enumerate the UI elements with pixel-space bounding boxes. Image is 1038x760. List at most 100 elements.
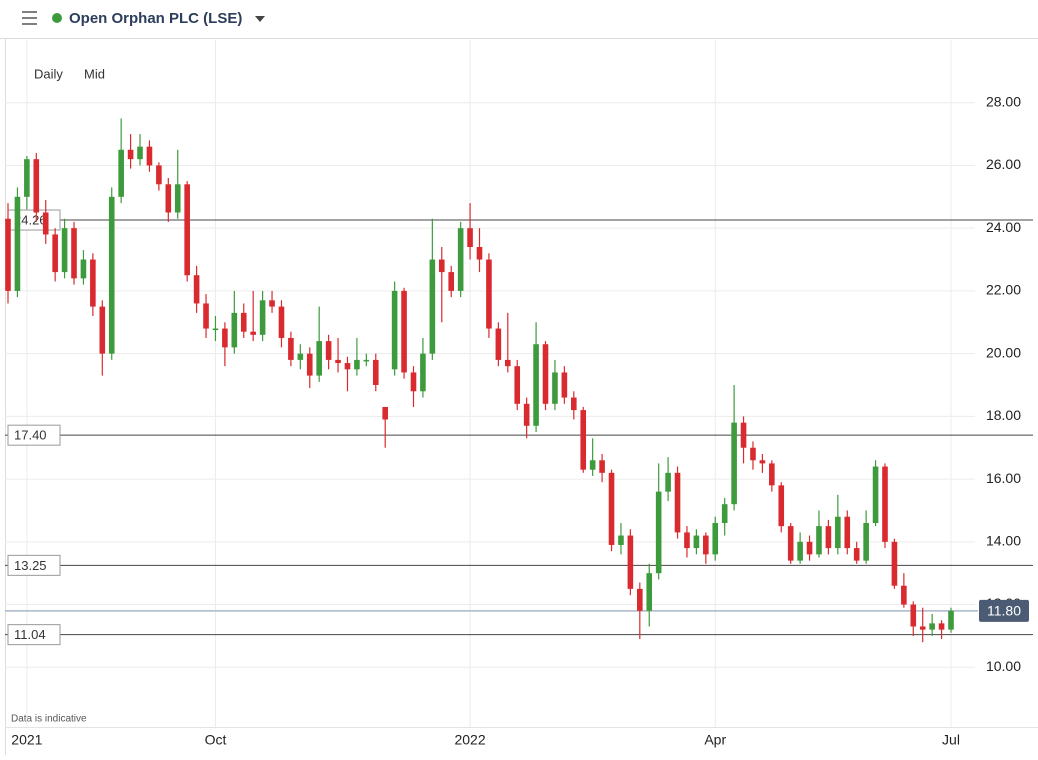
- candle-body: [212, 328, 219, 331]
- candle-body: [325, 341, 332, 360]
- candle-body: [655, 491, 662, 574]
- candle-body: [306, 353, 313, 376]
- candle-body: [438, 259, 445, 273]
- candle-body: [901, 585, 907, 605]
- candle-body: [769, 463, 775, 486]
- candle-body: [231, 312, 238, 348]
- level-label-box: [7, 624, 61, 646]
- menu-icon[interactable]: [22, 11, 37, 25]
- y-tick-label: 22.00: [986, 282, 1021, 298]
- candle-body: [740, 422, 747, 448]
- candle-body: [787, 526, 794, 561]
- candle-body: [250, 331, 256, 335]
- candle-body: [269, 300, 275, 307]
- candle-body: [5, 218, 11, 291]
- candle-body: [401, 290, 407, 373]
- candle-body: [882, 466, 888, 542]
- candle-body: [14, 196, 21, 291]
- candle-body: [222, 328, 228, 348]
- candle-body: [684, 532, 690, 549]
- last-price-label: 11.80: [987, 603, 1021, 619]
- candle-body: [137, 146, 143, 160]
- level-label: 24.26: [14, 212, 47, 227]
- candle-body: [118, 149, 124, 197]
- candle-body: [240, 312, 247, 332]
- candle-body: [363, 359, 370, 362]
- candle-body: [71, 228, 77, 279]
- candle-body: [80, 259, 87, 279]
- candle-body: [571, 397, 577, 411]
- grid: [5, 40, 975, 727]
- candle-body: [872, 466, 879, 523]
- candle-body: [391, 290, 398, 370]
- candle-body: [552, 372, 558, 404]
- candle-body: [919, 626, 926, 630]
- candle-body: [703, 535, 709, 555]
- candle-body: [731, 422, 737, 505]
- candle-body: [52, 234, 58, 273]
- instrument-title[interactable]: Open Orphan PLC (LSE): [69, 10, 242, 27]
- dropdown-arrow[interactable]: [255, 16, 265, 22]
- candle-body: [608, 472, 615, 545]
- candle-body: [580, 410, 587, 470]
- candle-body: [344, 363, 351, 370]
- candle-body: [90, 259, 96, 307]
- candle-body: [278, 306, 285, 338]
- price-type[interactable]: Mid: [84, 66, 105, 81]
- candle-body: [420, 353, 426, 392]
- candle-body: [467, 228, 473, 247]
- last-price-box: [979, 599, 1029, 622]
- candle-body: [542, 344, 549, 404]
- candle-body: [448, 272, 455, 291]
- x-tick-label: Jul: [942, 732, 960, 748]
- candle-body: [891, 541, 898, 586]
- candle-body: [354, 359, 360, 370]
- candle-body: [938, 623, 945, 630]
- x-tick-label: 2021: [11, 732, 42, 748]
- y-tick-label: 18.00: [986, 407, 1021, 423]
- candle-body: [429, 259, 436, 354]
- candle-body: [844, 516, 851, 549]
- level-label: 11.04: [14, 627, 46, 642]
- candle-body: [165, 184, 172, 213]
- candle-body: [721, 504, 728, 523]
- candle-body: [589, 460, 596, 470]
- candle-body: [174, 184, 181, 213]
- level-label-box: [7, 554, 61, 576]
- candle-body: [712, 523, 719, 555]
- candle-body: [910, 604, 917, 627]
- candle-body: [627, 535, 634, 589]
- candle-body: [533, 344, 539, 426]
- candle-body: [797, 541, 803, 561]
- candle-body: [806, 541, 813, 555]
- level-label-box: [7, 424, 61, 446]
- candle-body: [523, 403, 530, 426]
- candle-body: [929, 623, 935, 630]
- candle-body: [316, 341, 322, 376]
- y-tick-label: 16.00: [986, 470, 1021, 486]
- candle-body: [863, 523, 869, 561]
- candle-body: [42, 212, 49, 235]
- interval[interactable]: Daily: [34, 66, 63, 81]
- candle-body: [504, 359, 511, 367]
- candle-body: [750, 447, 756, 461]
- x-tick-label: Apr: [704, 732, 726, 748]
- candle-body: [646, 573, 653, 611]
- candle-body: [853, 548, 860, 561]
- y-tick-label: 28.00: [986, 93, 1021, 109]
- y-tick-label: 24.00: [986, 219, 1021, 235]
- y-tick-label: 14.00: [986, 533, 1021, 549]
- candle-body: [297, 353, 304, 360]
- candle-body: [816, 526, 822, 555]
- candle-body: [486, 259, 492, 329]
- candle-body: [457, 228, 464, 291]
- candle-body: [495, 328, 502, 360]
- candle-body: [665, 472, 671, 492]
- candle-body: [410, 372, 417, 392]
- candle-body: [382, 406, 388, 420]
- candle-body: [146, 146, 153, 166]
- candle-body: [108, 196, 115, 354]
- x-tick-label: 2022: [454, 732, 485, 748]
- candle-body: [476, 247, 483, 260]
